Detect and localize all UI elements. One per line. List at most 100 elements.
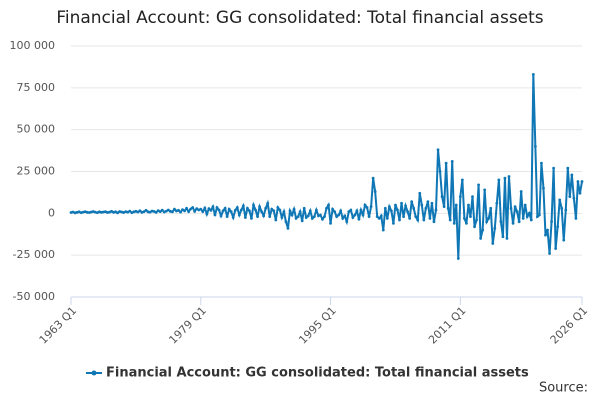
point [485,220,489,224]
point [319,213,322,217]
point [272,209,276,213]
point [266,201,270,205]
point [229,210,233,214]
point [359,208,363,212]
point [300,219,304,223]
point [333,210,337,214]
y-tick-label: 25 000 [17,165,56,178]
point [339,209,343,213]
point [533,145,537,148]
point [570,173,574,177]
point [185,206,188,210]
point [164,209,168,213]
point [416,218,420,222]
point [347,210,351,214]
point [396,208,399,212]
y-tick-label: 50 000 [17,123,56,136]
point [511,221,515,225]
point [517,220,521,224]
point [243,216,247,219]
point [187,210,191,214]
point [341,216,345,220]
point [424,206,428,210]
point [381,228,385,232]
point [495,201,499,205]
point [367,215,371,219]
y-tick-label: -25 000 [13,248,55,261]
point [544,233,547,237]
point [560,206,564,210]
point [211,205,215,209]
point [154,210,158,214]
x-tick-label: 1979 Q1 [166,304,209,347]
point [280,216,284,219]
point [422,218,426,222]
point [400,201,403,205]
point [203,206,207,210]
point [564,208,568,212]
point [306,214,310,218]
point [465,221,468,225]
point [568,195,572,199]
point [329,221,332,225]
point [254,208,257,212]
point [475,218,478,222]
point [349,208,353,212]
point [538,213,541,217]
point [312,215,316,219]
point [562,238,566,242]
point [195,207,199,211]
point [525,215,529,219]
point [189,207,193,211]
point [207,207,211,211]
point [345,220,349,224]
point [215,206,219,209]
point [302,206,306,210]
point [487,216,491,220]
point [213,213,217,217]
point [286,226,290,230]
point [531,73,535,76]
point [473,225,476,229]
x-tick-label: 1963 Q1 [37,304,80,347]
point [235,206,239,209]
point [363,203,367,207]
point [542,186,545,190]
point [458,195,462,199]
point [181,208,184,212]
point [116,211,120,215]
point [509,206,513,210]
point [166,208,170,212]
point [205,212,209,216]
point [548,252,551,255]
point [231,216,235,219]
point [529,218,533,222]
point [361,213,365,217]
point [440,195,444,199]
point [515,210,519,214]
legend-label: Financial Account: GG consolidated: Tota… [106,366,529,381]
point [479,237,483,240]
point [387,205,391,209]
point [177,208,180,212]
point [456,257,460,260]
point [460,178,464,182]
point [497,178,501,182]
point [454,203,458,207]
point [256,215,259,219]
point [438,170,442,173]
point [337,213,341,217]
point [136,210,140,214]
point [580,180,584,183]
point [193,209,197,213]
point [385,216,389,220]
chart-title: Financial Account: GG consolidated: Tota… [56,8,543,28]
point [436,148,440,152]
point [418,191,422,195]
point [369,205,373,209]
point [535,215,539,219]
point [314,208,318,212]
point [278,208,282,212]
point [274,218,278,222]
point [406,210,410,214]
